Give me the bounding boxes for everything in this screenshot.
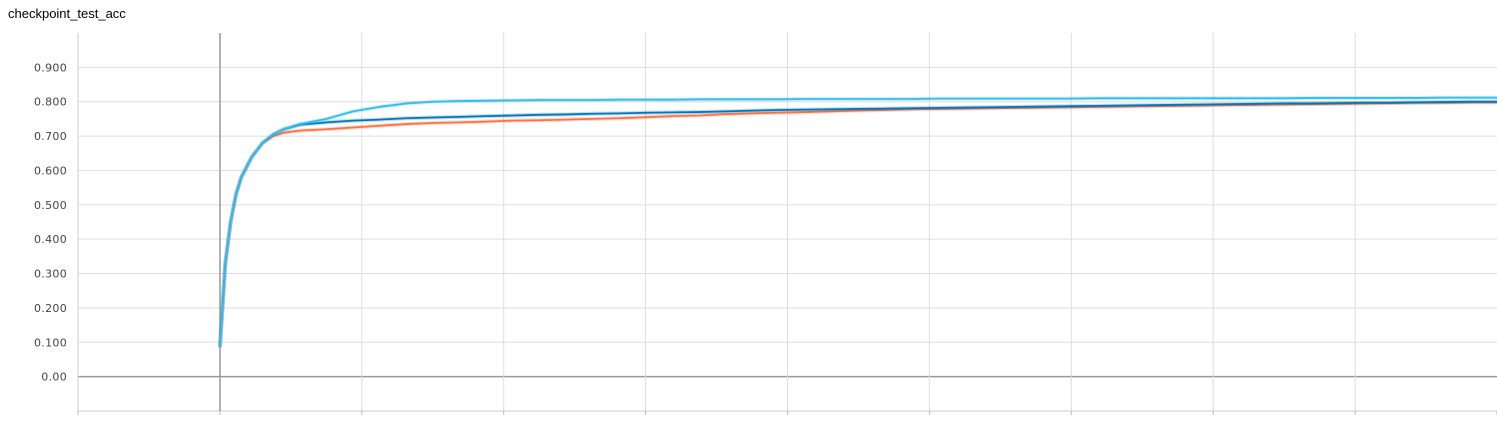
y-tick-label: 0.200 bbox=[34, 302, 67, 315]
chart-title: checkpoint_test_acc bbox=[8, 6, 126, 21]
axes bbox=[77, 33, 1497, 415]
y-tick-label: 0.00 bbox=[41, 371, 67, 384]
series-line-3 bbox=[219, 96, 1497, 347]
y-tick-label: 0.500 bbox=[34, 199, 67, 212]
series-line-1 bbox=[219, 101, 1497, 347]
y-axis-ticks: 0.00 0.100 0.200 0.300 0.400 0.500 0.600 0.700 0… bbox=[34, 61, 67, 383]
series-line-2 bbox=[219, 100, 1497, 347]
y-tick-label: 0.800 bbox=[34, 96, 67, 109]
y-tick-label: 0.100 bbox=[34, 336, 67, 349]
series-group bbox=[218, 95, 1497, 348]
series-line-shadow bbox=[218, 100, 1497, 348]
series-line-shadow bbox=[218, 95, 1497, 348]
grid bbox=[78, 33, 1497, 411]
y-tick-label: 0.600 bbox=[34, 164, 67, 177]
y-tick-label: 0.900 bbox=[34, 61, 67, 74]
y-tick-label: 0.400 bbox=[34, 233, 67, 246]
y-tick-label: 0.700 bbox=[34, 130, 67, 143]
y-tick-label: 0.300 bbox=[34, 268, 67, 281]
series-line-shadow bbox=[218, 99, 1497, 348]
